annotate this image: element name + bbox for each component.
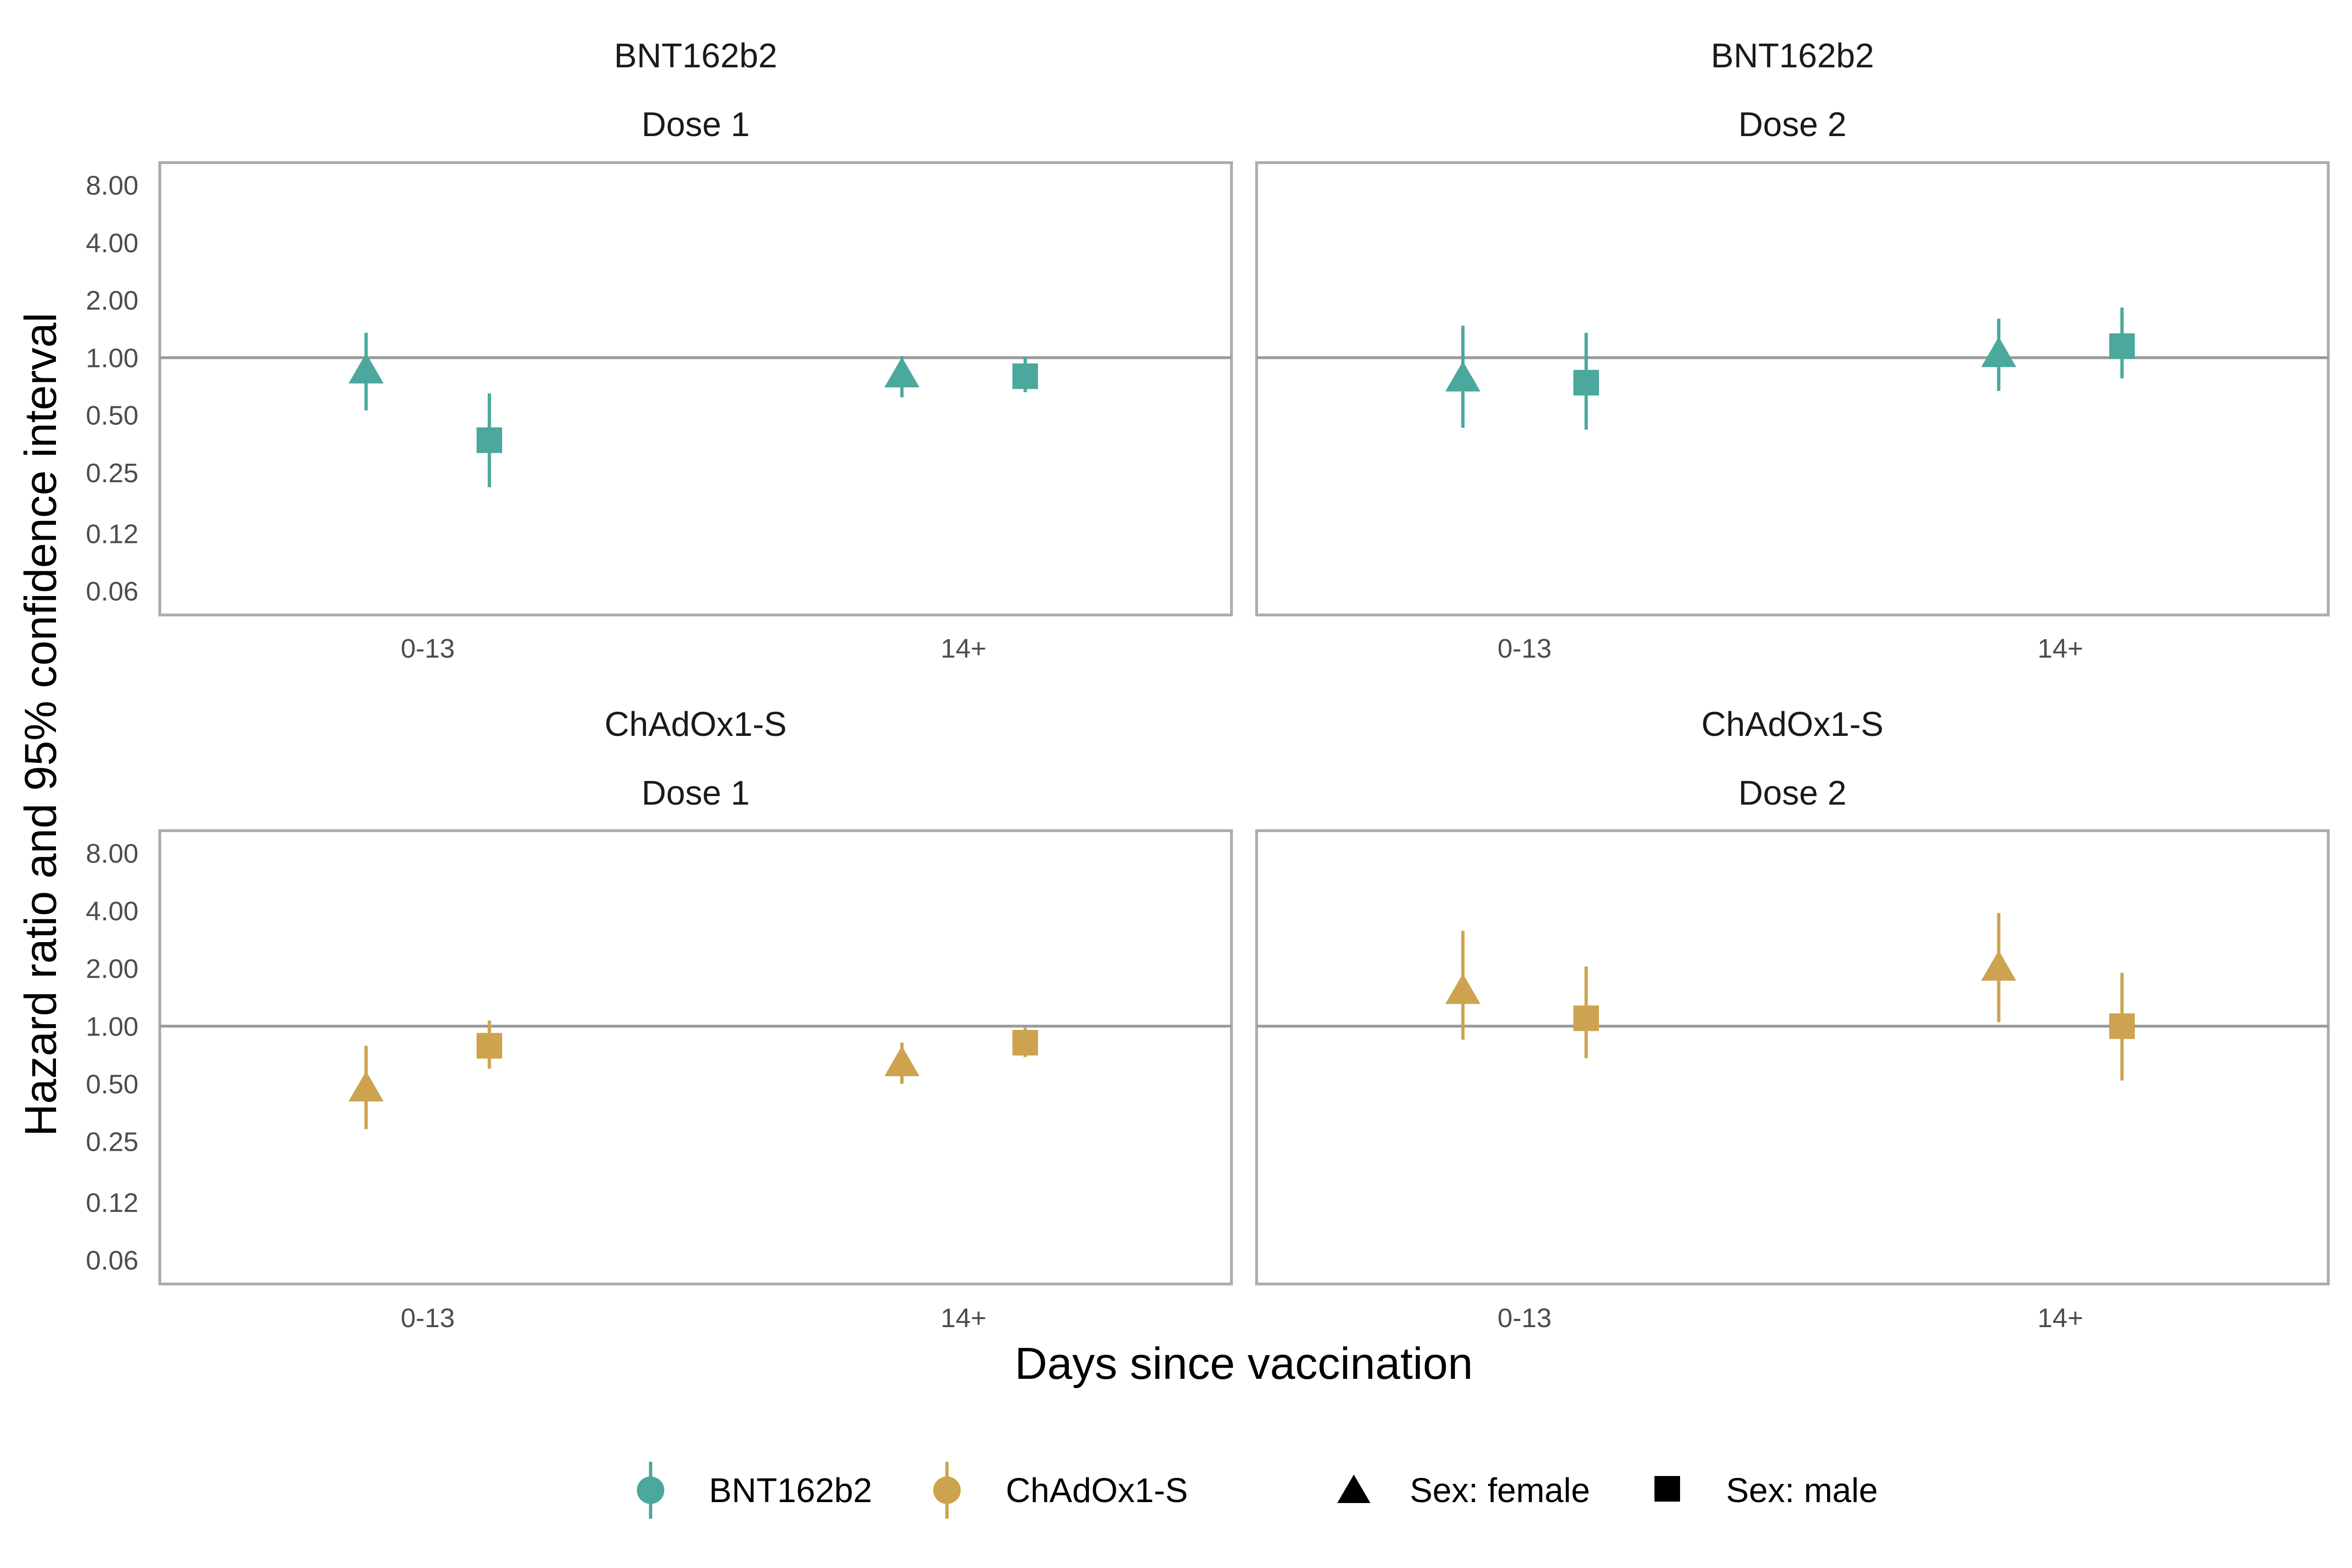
- x-axis-title: Days since vaccination: [1015, 1339, 1473, 1389]
- panel-bnt162b2-dose-1-y-tick-label: 8.00: [86, 171, 138, 201]
- panel-chadox1-s-dose-2: ChAdOx1-S Dose 2 0-13 14+: [1255, 706, 2330, 1333]
- panel-chadox1-s-dose-1-0-13-female-triangle-point: [349, 1071, 384, 1101]
- panel-bnt162b2-dose-2: BNT162b2 Dose 2 0-13 14+: [1255, 37, 2330, 664]
- panel-bnt162b2-dose-1-y-tick-label: 1.00: [86, 343, 138, 373]
- panel-bnt162b2-dose-2-14-female-triangle-point: [1981, 337, 2016, 367]
- legend-sex-female-label: Sex: female: [1410, 1472, 1590, 1510]
- panel-chadox1-s-dose-2-14-female-triangle-point: [1981, 950, 2016, 981]
- panel-chadox1-s-dose-1: ChAdOx1-S Dose 1 0.06 0.12 0.25 0.50 1.00 2.00 4…: [86, 706, 1233, 1333]
- panel-chadox1-s-dose-2-strip-dose: Dose 2: [1738, 774, 1847, 812]
- panel-chadox1-s-dose-1-14-male-square-point: [1012, 1030, 1038, 1056]
- panel-bnt162b2-dose-2-border: [1255, 161, 2330, 616]
- panel-bnt162b2-dose-2-14-male-square-point: [2109, 333, 2135, 359]
- panel-chadox1-s-dose-1-0-13-male-square-point: [477, 1033, 502, 1059]
- panel-chadox1-s-dose-2-strip-vaccine: ChAdOx1-S: [1701, 706, 1883, 743]
- legend-item-chadox1-s: ChAdOx1-S: [933, 1462, 1188, 1519]
- legend-item-sex-male: Sex: male: [1654, 1472, 1878, 1510]
- legend-chadox1-s-label: ChAdOx1-S: [1006, 1472, 1188, 1510]
- panel-bnt162b2-dose-1-border: [158, 161, 1233, 616]
- panel-bnt162b2-dose-2-x-tick-label-0-13: 0-13: [1498, 633, 1552, 664]
- legend-bnt162b2-circle-key: [637, 1476, 664, 1504]
- panel-bnt162b2-dose-1-strip-vaccine: BNT162b2: [614, 37, 777, 75]
- legend: BNT162b2 ChAdOx1-S Sex: female Sex: male: [637, 1462, 1878, 1519]
- legend-square-key: [1654, 1476, 1680, 1502]
- panel-chadox1-s-dose-1-y-tick-label: 8.00: [86, 839, 138, 869]
- legend-sex-male-label: Sex: male: [1726, 1472, 1878, 1510]
- panel-chadox1-s-dose-2-x-tick-label-14: 14+: [2038, 1303, 2084, 1333]
- panel-chadox1-s-dose-1-y-tick-label: 0.50: [86, 1069, 138, 1100]
- legend-triangle-key: [1337, 1475, 1370, 1503]
- panel-bnt162b2-dose-1-x-tick-label-14: 14+: [941, 633, 987, 664]
- panel-chadox1-s-dose-1-y-tick-label: 0.12: [86, 1188, 138, 1218]
- panel-bnt162b2-dose-1-y-tick-label: 0.12: [86, 519, 138, 549]
- panel-chadox1-s-dose-1-y-tick-label: 1.00: [86, 1011, 138, 1042]
- legend-bnt162b2-label: BNT162b2: [709, 1472, 872, 1510]
- panel-bnt162b2-dose-1-y-tick-label: 0.50: [86, 401, 138, 431]
- panel-chadox1-s-dose-1-x-tick-label-14: 14+: [941, 1303, 987, 1333]
- panel-chadox1-s-dose-1-strip-vaccine: ChAdOx1-S: [605, 706, 787, 743]
- panel-bnt162b2-dose-2-x-tick-label-14: 14+: [2038, 633, 2084, 664]
- panel-bnt162b2-dose-2-strip-vaccine: BNT162b2: [1711, 37, 1874, 75]
- panel-bnt162b2-dose-1-strip-dose: Dose 1: [642, 106, 750, 144]
- panel-chadox1-s-dose-2-x-tick-label-0-13: 0-13: [1498, 1303, 1552, 1333]
- panel-chadox1-s-dose-1-y-tick-label: 0.06: [86, 1246, 138, 1276]
- panel-chadox1-s-dose-1-strip-dose: Dose 1: [642, 774, 750, 812]
- panel-chadox1-s-dose-1-14-female-triangle-point: [884, 1045, 919, 1076]
- panels-layer: BNT162b2 Dose 1 0.06 0.12 0.25 0.50 1.00 2.00 4.…: [86, 37, 2330, 1333]
- legend-item-sex-female: Sex: female: [1337, 1472, 1590, 1510]
- panel-chadox1-s-dose-2-14-male-square-point: [2109, 1013, 2135, 1039]
- panel-bnt162b2-dose-1-14-male-square-point: [1012, 363, 1038, 389]
- panel-chadox1-s-dose-1-y-tick-label: 2.00: [86, 954, 138, 984]
- panel-bnt162b2-dose-1-y-tick-label: 4.00: [86, 228, 138, 258]
- panel-bnt162b2-dose-2-0-13-male-square-point: [1573, 370, 1599, 396]
- panel-chadox1-s-dose-2-border: [1255, 829, 2330, 1285]
- panel-bnt162b2-dose-1-y-tick-label: 0.25: [86, 458, 138, 488]
- panel-bnt162b2-dose-1-y-tick-label: 2.00: [86, 285, 138, 316]
- panel-chadox1-s-dose-2-0-13-female-triangle-point: [1445, 973, 1480, 1004]
- panel-chadox1-s-dose-1-y-tick-label: 0.25: [86, 1127, 138, 1157]
- panel-bnt162b2-dose-2-0-13-female-triangle-point: [1445, 361, 1480, 392]
- legend-chadox1-s-circle-key: [933, 1476, 961, 1504]
- panel-chadox1-s-dose-1-y-tick-label: 4.00: [86, 896, 138, 926]
- panel-chadox1-s-dose-1-border: [158, 829, 1233, 1285]
- panel-bnt162b2-dose-1-0-13-female-triangle-point: [349, 353, 384, 384]
- panel-bnt162b2-dose-1: BNT162b2 Dose 1 0.06 0.12 0.25 0.50 1.00 2.00 4.…: [86, 37, 1233, 664]
- panel-bnt162b2-dose-1-x-tick-label-0-13: 0-13: [401, 633, 455, 664]
- panel-chadox1-s-dose-1-x-tick-label-0-13: 0-13: [401, 1303, 455, 1333]
- panel-bnt162b2-dose-1-y-tick-label: 0.06: [86, 577, 138, 607]
- panel-bnt162b2-dose-1-0-13-male-square-point: [477, 427, 502, 453]
- panel-bnt162b2-dose-2-strip-dose: Dose 2: [1738, 106, 1847, 144]
- legend-item-bnt162b2: BNT162b2: [637, 1462, 872, 1519]
- panel-chadox1-s-dose-2-0-13-male-square-point: [1573, 1005, 1599, 1031]
- y-axis-title: Hazard ratio and 95% confidence interval: [16, 312, 66, 1136]
- panel-bnt162b2-dose-1-14-female-triangle-point: [884, 357, 919, 388]
